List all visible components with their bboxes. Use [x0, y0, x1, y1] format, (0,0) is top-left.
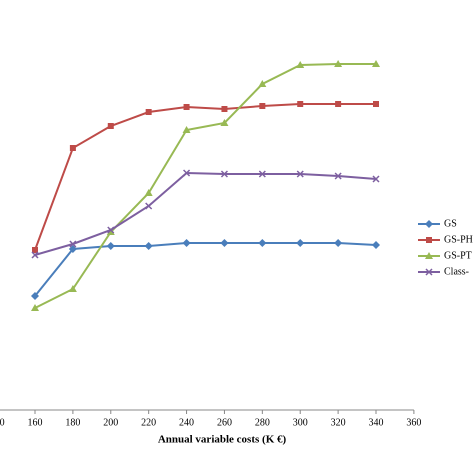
point [106, 242, 115, 250]
point [296, 170, 304, 178]
legend-marker [426, 237, 432, 243]
point [220, 119, 229, 126]
x-tick-label: 240 [179, 417, 194, 428]
point [297, 101, 304, 107]
legend-label: GS-PH [444, 234, 473, 245]
point [334, 239, 343, 247]
point [296, 61, 305, 68]
point [182, 126, 191, 133]
point [220, 170, 228, 178]
point [183, 169, 191, 177]
x-tick-label: 320 [331, 417, 346, 428]
point [259, 103, 266, 109]
x-tick-label: 340 [369, 417, 384, 428]
legend-marker [425, 268, 433, 276]
x-tick-label: 260 [217, 417, 232, 428]
x-tick-label: 300 [293, 417, 308, 428]
point [145, 202, 153, 210]
point [31, 251, 39, 259]
point [221, 106, 228, 112]
point [106, 228, 115, 235]
x-tick-label: 160 [28, 417, 43, 428]
point [258, 170, 266, 178]
point [182, 239, 191, 247]
point [69, 145, 76, 151]
series-line [34, 171, 377, 256]
series-line [34, 63, 376, 309]
x-tick-label: 180 [65, 417, 80, 428]
point [335, 101, 342, 107]
point [372, 175, 380, 183]
x-tick-label: 280 [255, 417, 270, 428]
x-tick-label: 220 [141, 417, 156, 428]
legend-marker [425, 252, 433, 259]
point [372, 60, 380, 67]
point [145, 109, 152, 115]
point [372, 241, 380, 249]
point [31, 292, 39, 300]
legend-label: GS-PT [444, 250, 472, 261]
point [107, 226, 115, 234]
point [69, 240, 77, 248]
point [144, 189, 153, 196]
point [32, 247, 38, 253]
point [107, 123, 114, 129]
point [68, 285, 77, 292]
point [258, 239, 267, 247]
point [31, 304, 39, 311]
legend-marker [425, 220, 433, 228]
legend-label: GS [444, 218, 457, 229]
point [296, 239, 305, 247]
x-tick-label: 140 [0, 417, 5, 428]
point [220, 239, 229, 247]
x-tick-label: 200 [103, 417, 118, 428]
legend-label: Class- [444, 266, 469, 277]
x-axis-label: Annual variable costs (K €) [158, 434, 287, 446]
point [373, 101, 379, 107]
point [183, 104, 190, 110]
point [258, 80, 267, 87]
point [144, 242, 153, 250]
x-tick-label: 360 [406, 417, 421, 428]
series-line [34, 103, 376, 251]
point [334, 60, 343, 67]
point [334, 172, 342, 180]
series-line [34, 242, 377, 297]
